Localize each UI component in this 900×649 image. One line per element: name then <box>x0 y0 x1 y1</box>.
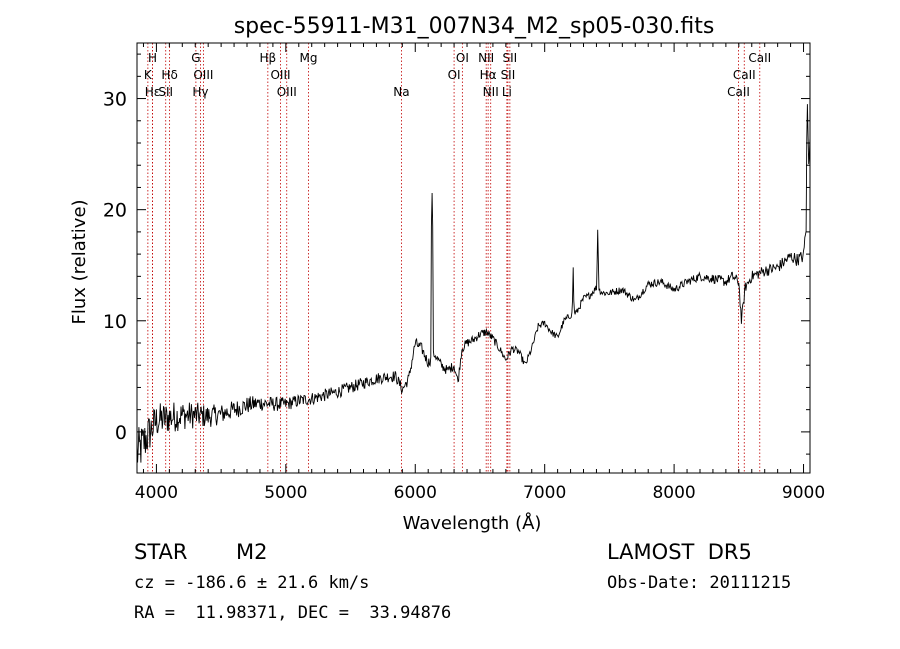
spectral-line-label: G <box>191 51 200 65</box>
y-axis-label: Flux (relative) <box>69 199 90 324</box>
spectral-line-label: OIII <box>193 68 213 82</box>
spectral-line-label: Hδ <box>161 68 177 82</box>
chart-title: spec-55911-M31_007N34_M2_sp05-030.fits <box>234 14 715 39</box>
x-tick-label: 4000 <box>135 483 178 503</box>
spectral-line-label: OIII <box>277 85 297 99</box>
y-tick-label: 0 <box>115 422 127 444</box>
y-tick-label: 10 <box>103 311 127 333</box>
obs-date-text: Obs-Date: 20111215 <box>607 573 792 593</box>
velocity-text: cz = -186.6 ± 21.6 km/s <box>134 573 370 593</box>
spectral-line-label: Na <box>393 85 409 99</box>
x-tick-label: 5000 <box>264 483 307 503</box>
survey-label: LAMOST DR5 <box>607 540 752 564</box>
coordinates-text: RA = 11.98371, DEC = 33.94876 <box>134 603 452 623</box>
x-axis: 4000 5000 6000 7000 8000 9000 <box>135 43 825 503</box>
spectral-line-label: Hε <box>145 85 161 99</box>
spectral-line-label: CaII <box>727 85 750 99</box>
spectral-line-label: OI <box>448 68 461 82</box>
spectral-line-label: CaII <box>733 68 756 82</box>
spectral-line-label: K <box>144 68 153 82</box>
x-axis-label: Wavelength (Å) <box>403 512 542 534</box>
plot-frame <box>136 42 811 474</box>
spectral-line-label: NII <box>478 51 494 65</box>
spectral-line-label: OI <box>456 51 469 65</box>
spectral-line-label: Hα <box>480 68 497 82</box>
spectral-line-label: OIII <box>270 68 290 82</box>
spectral-line-label: Mg <box>299 51 317 65</box>
object-subclass: M2 <box>236 540 268 564</box>
spectral-line-label: Li <box>502 85 512 99</box>
y-tick-label: 30 <box>103 89 127 111</box>
y-tick-label: 20 <box>103 200 127 222</box>
spectral-line-label: CaII <box>748 51 771 65</box>
x-tick-label: 9000 <box>782 483 825 503</box>
spectral-line-label: Hβ <box>260 51 277 65</box>
spectral-line-label: SII <box>501 68 516 82</box>
object-class: STAR <box>134 540 188 564</box>
spectral-line-label: SII <box>503 51 518 65</box>
spectrum-line <box>136 104 811 463</box>
x-tick-label: 7000 <box>523 483 566 503</box>
spectral-line-label: Hγ <box>192 85 208 99</box>
y-axis: 0 10 20 30 <box>103 53 810 455</box>
spectral-line-label: NII <box>483 85 499 99</box>
spectral-line-label: SII <box>158 85 173 99</box>
x-tick-label: 6000 <box>394 483 437 503</box>
x-tick-label: 8000 <box>652 483 695 503</box>
